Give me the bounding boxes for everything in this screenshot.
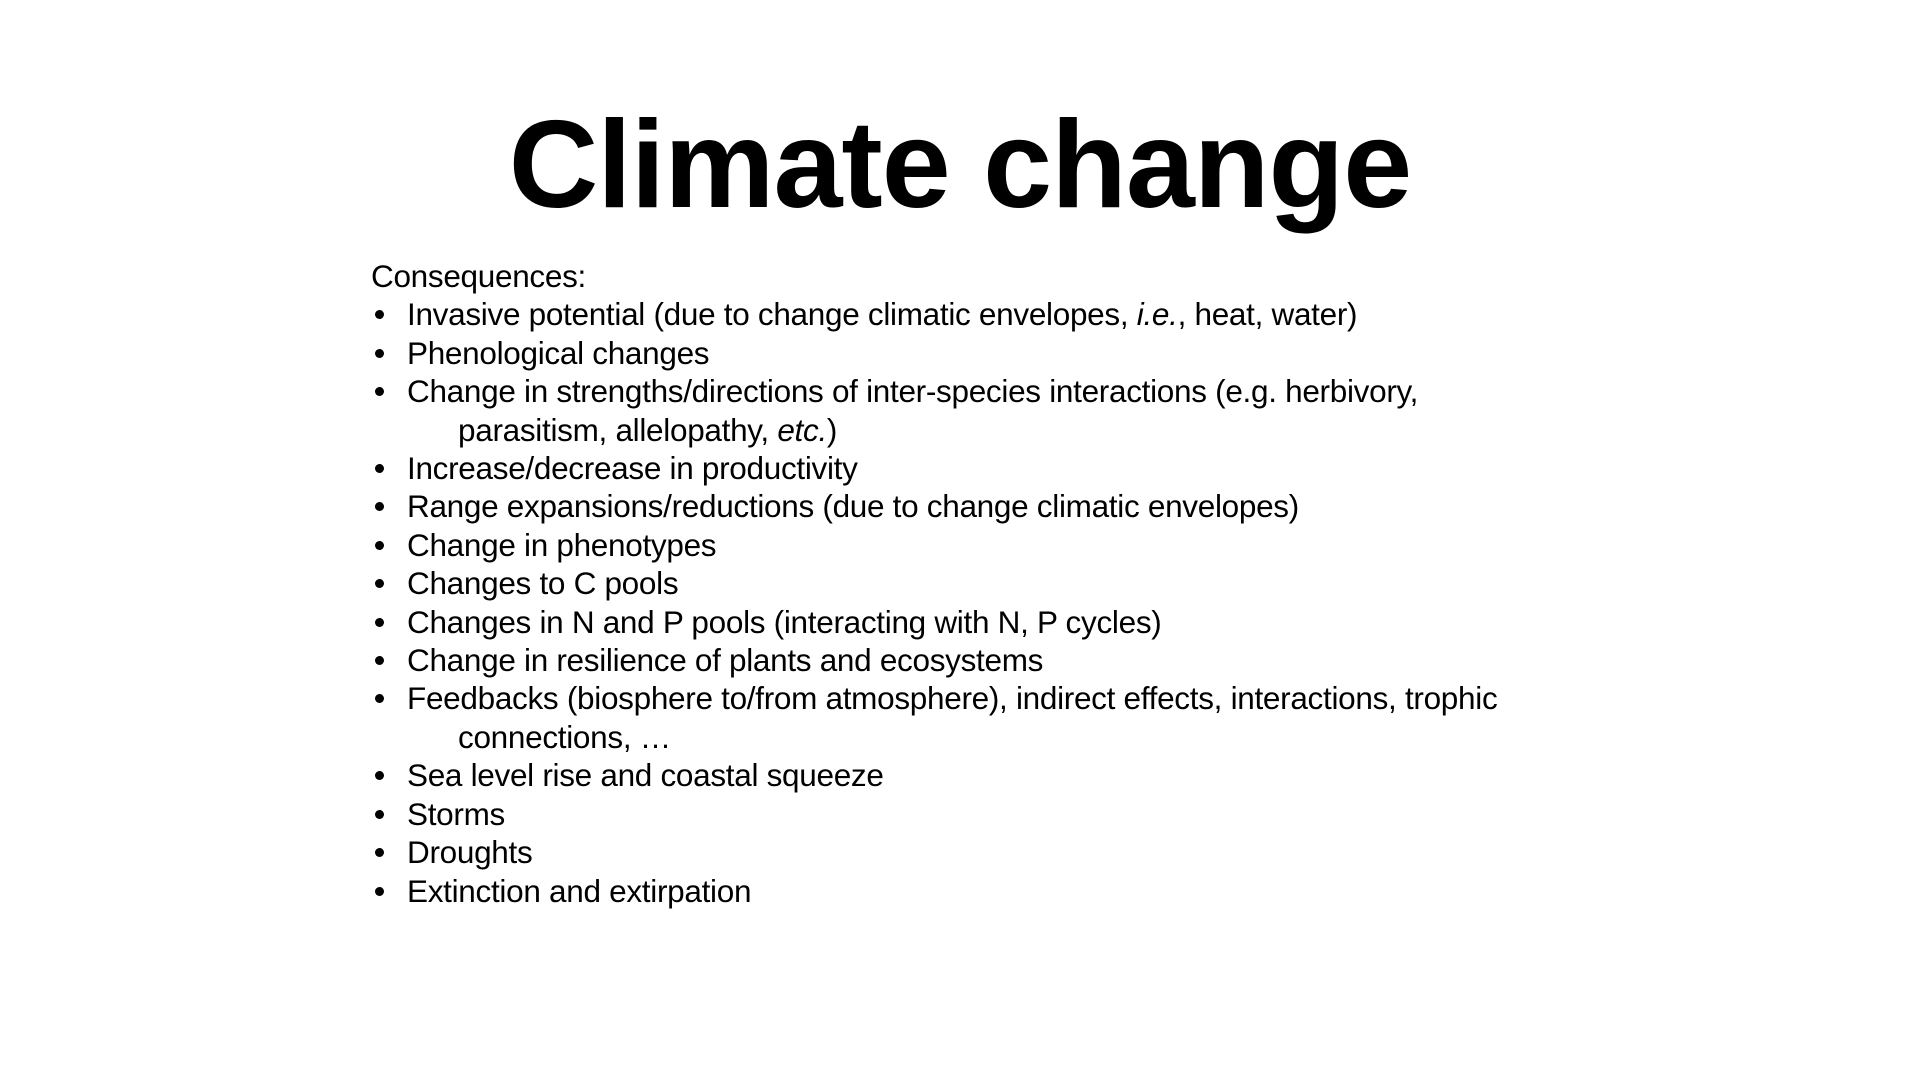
text-segment: ) <box>826 411 838 448</box>
bullet-list: Invasive potential (due to change climat… <box>371 295 1571 910</box>
text-segment: Droughts <box>407 834 533 871</box>
bullet-text: Phenological changes <box>407 334 1571 372</box>
text-segment: Change in phenotypes <box>407 526 717 563</box>
bullet-item: Change in resilience of plants and ecosy… <box>371 641 1571 679</box>
text-segment: Storms <box>407 795 505 832</box>
bullet-text: Sea level rise and coastal squeeze <box>407 756 1571 794</box>
text-segment: Increase/decrease in productivity <box>407 450 858 487</box>
bullet-item: Changes to C pools <box>371 564 1571 602</box>
italic-text: etc. <box>777 411 827 448</box>
slide-title: Climate change <box>508 96 1413 234</box>
bullet-text: Droughts <box>407 833 1571 871</box>
bullet-text: Storms <box>407 795 1571 833</box>
bullet-item: Invasive potential (due to change climat… <box>371 295 1571 333</box>
bullet-text: Extinction and extirpation <box>407 872 1571 910</box>
bullet-text: Feedbacks (biosphere to/from atmosphere)… <box>407 679 1571 717</box>
text-segment: Phenological changes <box>407 334 710 371</box>
bullet-item: Sea level rise and coastal squeeze <box>371 756 1571 794</box>
bullet-item: Changes in N and P pools (interacting wi… <box>371 603 1571 641</box>
text-segment: Changes in N and P pools (interacting wi… <box>407 603 1162 640</box>
text-segment: Change in resilience of plants and ecosy… <box>407 642 1044 679</box>
bullet-item: Change in strengths/directions of inter-… <box>371 372 1571 449</box>
italic-text: i.e. <box>1136 296 1178 333</box>
bullet-text-continuation: connections, … <box>407 718 1571 756</box>
bullet-item: Extinction and extirpation <box>371 872 1571 910</box>
bullet-text-continuation: parasitism, allelopathy, etc.) <box>407 411 1571 449</box>
bullet-text: Change in strengths/directions of inter-… <box>407 372 1571 410</box>
text-segment: Changes to C pools <box>407 565 679 602</box>
bullet-item: Feedbacks (biosphere to/from atmosphere)… <box>371 679 1571 756</box>
intro-text: Consequences: <box>371 258 587 294</box>
bullet-text: Changes to C pools <box>407 564 1571 602</box>
text-segment: Sea level rise and coastal squeeze <box>407 757 884 794</box>
slide-body: Consequences: Invasive potential (due to… <box>371 257 1571 910</box>
bullet-text: Invasive potential (due to change climat… <box>407 295 1571 333</box>
bullet-text: Change in phenotypes <box>407 526 1571 564</box>
bullet-item: Increase/decrease in productivity <box>371 449 1571 487</box>
text-segment: Range expansions/reductions (due to chan… <box>407 488 1299 525</box>
bullet-text: Change in resilience of plants and ecosy… <box>407 641 1571 679</box>
text-segment: Feedbacks (biosphere to/from atmosphere)… <box>407 680 1498 717</box>
text-segment: Change in strengths/directions of inter-… <box>407 373 1419 410</box>
text-segment: , heat, water) <box>1177 296 1358 333</box>
text-segment: Extinction and extirpation <box>407 872 752 909</box>
bullet-text: Increase/decrease in productivity <box>407 449 1571 487</box>
bullet-item: Droughts <box>371 833 1571 871</box>
bullet-item: Storms <box>371 795 1571 833</box>
bullet-item: Change in phenotypes <box>371 526 1571 564</box>
bullet-item: Range expansions/reductions (due to chan… <box>371 487 1571 525</box>
text-segment: Invasive potential (due to change climat… <box>407 296 1137 333</box>
bullet-item: Phenological changes <box>371 334 1571 372</box>
bullet-text: Changes in N and P pools (interacting wi… <box>407 603 1571 641</box>
bullet-text: Range expansions/reductions (due to chan… <box>407 487 1571 525</box>
text-segment: connections, … <box>458 718 671 755</box>
text-segment: parasitism, allelopathy, <box>458 411 778 448</box>
